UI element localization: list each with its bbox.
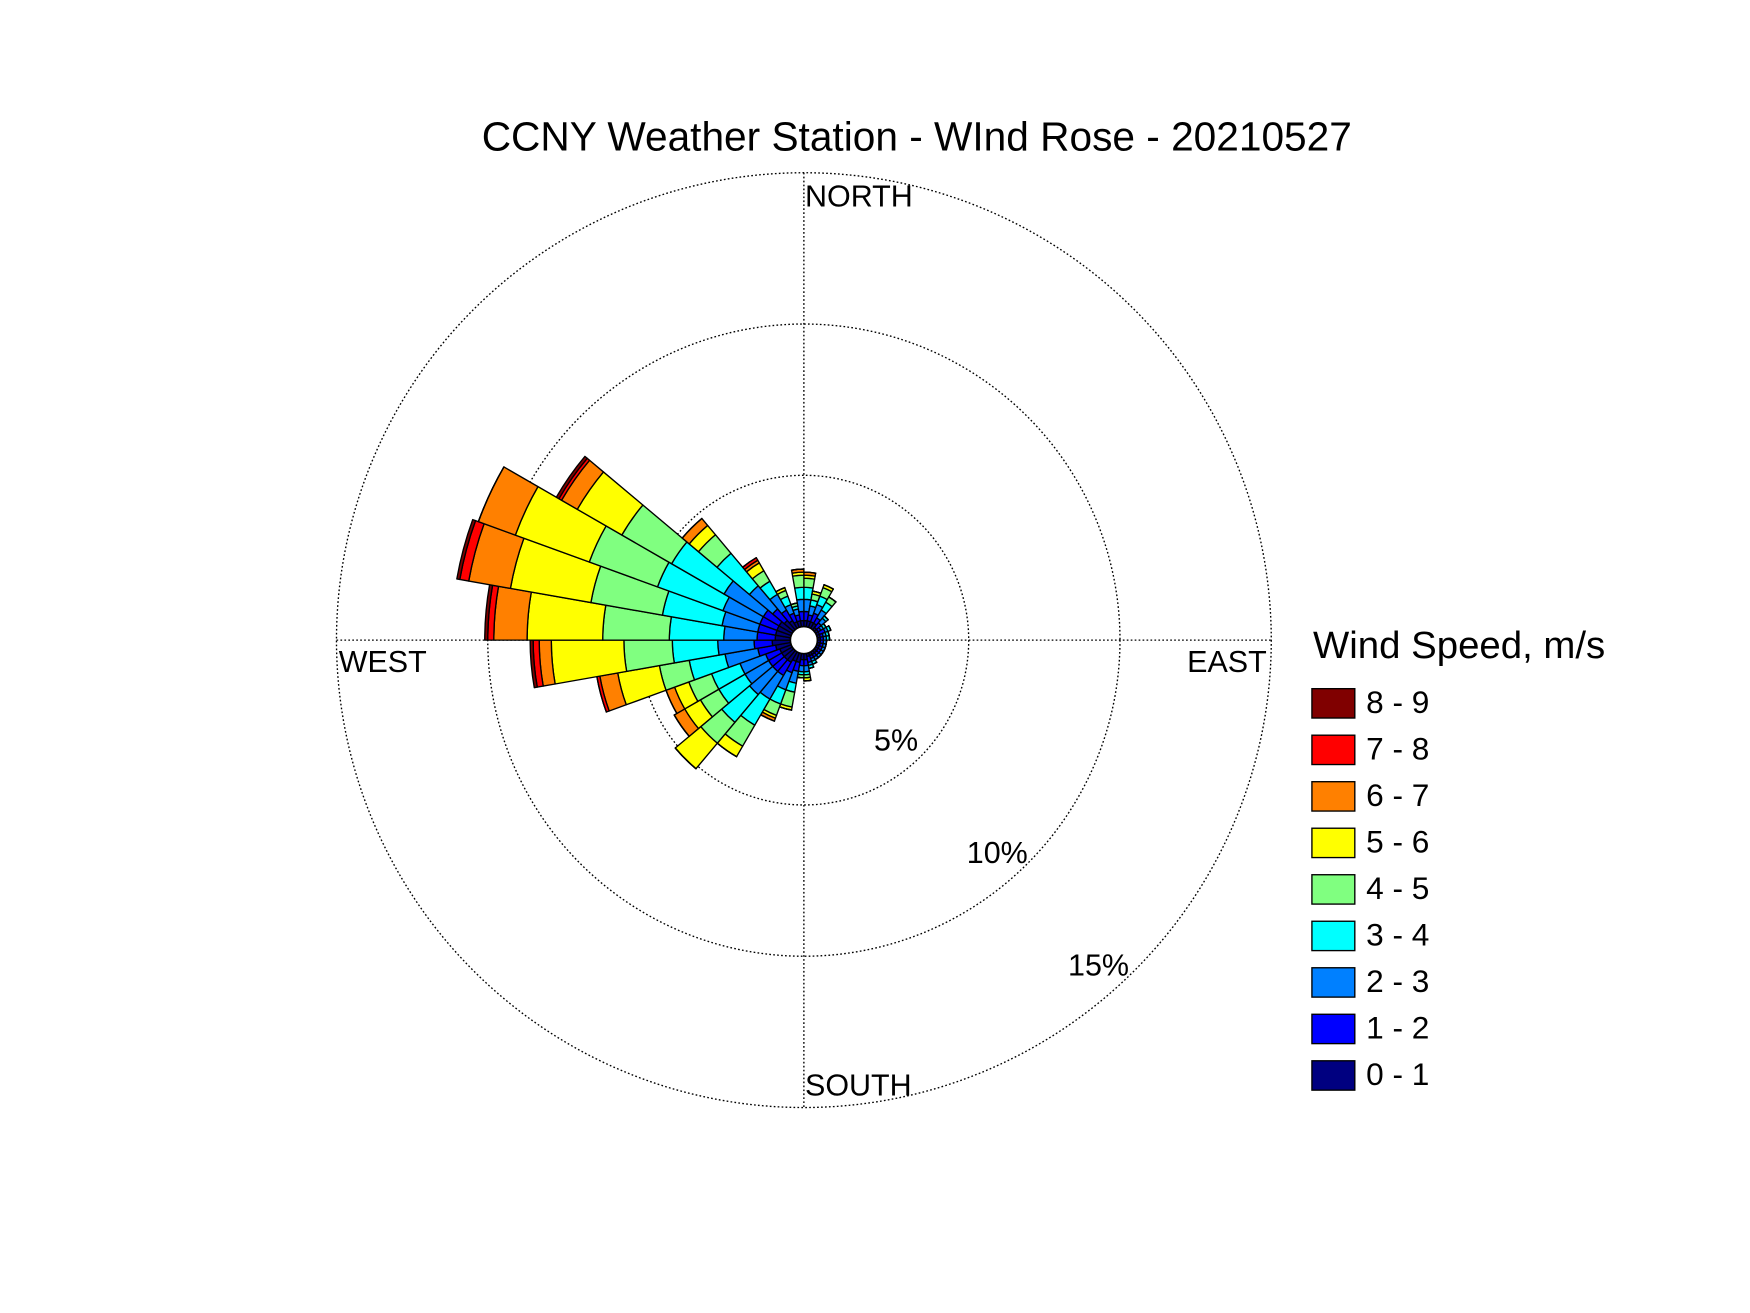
legend-label: 3 - 4 bbox=[1366, 916, 1429, 952]
legend-swatch bbox=[1311, 687, 1356, 719]
legend-swatch bbox=[1311, 827, 1356, 859]
legend-label: 7 - 8 bbox=[1366, 730, 1429, 766]
legend-label: 0 - 1 bbox=[1366, 1056, 1429, 1092]
legend-label: 4 - 5 bbox=[1366, 870, 1429, 906]
legend-label: 6 - 7 bbox=[1366, 777, 1429, 813]
chart-title: CCNY Weather Station - WInd Rose - 20210… bbox=[482, 114, 1352, 160]
wedge-segment bbox=[828, 596, 837, 603]
r-tick-label: 5% bbox=[874, 724, 918, 758]
wedge-segment bbox=[555, 455, 588, 500]
direction-label: SOUTH bbox=[805, 1068, 912, 1102]
wedge-segment bbox=[674, 747, 697, 770]
wedge-segment bbox=[477, 466, 505, 523]
legend-swatch bbox=[1311, 920, 1356, 952]
legend-title: Wind Speed, m/s bbox=[1313, 624, 1605, 667]
legend-label: 5 - 6 bbox=[1366, 823, 1429, 859]
legend-swatch bbox=[1311, 874, 1356, 905]
grid-circle bbox=[638, 474, 970, 806]
wedge-segment bbox=[796, 676, 805, 679]
legend-swatch bbox=[1311, 734, 1356, 766]
direction-label: EAST bbox=[1187, 645, 1267, 679]
wedge-segment bbox=[791, 574, 805, 589]
bars bbox=[456, 455, 837, 770]
legend-swatch bbox=[1311, 1060, 1356, 1091]
wedge-segment bbox=[823, 615, 829, 621]
legend-label: 1 - 2 bbox=[1366, 1009, 1429, 1045]
grid-circle bbox=[335, 172, 1272, 1109]
wedge-segment bbox=[823, 584, 835, 590]
wedge-segment bbox=[794, 586, 805, 601]
direction-label: WEST bbox=[339, 645, 427, 679]
wedge-segment bbox=[828, 625, 832, 631]
direction-label: NORTH bbox=[805, 180, 913, 214]
legend-swatch bbox=[1311, 781, 1356, 812]
legend-swatch bbox=[1311, 967, 1356, 998]
wedge-segment bbox=[798, 610, 805, 622]
wedge-segment bbox=[803, 577, 816, 589]
legend-swatch bbox=[1311, 1013, 1356, 1045]
center-hole bbox=[789, 625, 819, 655]
wedge-segment bbox=[741, 556, 757, 568]
legend-label: 8 - 9 bbox=[1366, 684, 1429, 720]
wedge-segment bbox=[790, 568, 805, 571]
r-tick-label: 10% bbox=[967, 836, 1028, 870]
wedge-segment bbox=[681, 517, 703, 539]
legend-label: 2 - 3 bbox=[1366, 963, 1429, 999]
wedge-segment bbox=[803, 571, 817, 574]
wedge-segment bbox=[673, 714, 690, 738]
wedge-segment bbox=[775, 586, 786, 593]
r-tick-label: 15% bbox=[1068, 948, 1129, 982]
wedge-segment bbox=[493, 585, 532, 641]
wedge-segment bbox=[803, 679, 812, 682]
wedge-segment bbox=[456, 518, 477, 581]
labels: CCNY Weather Station - WInd Rose - 20210… bbox=[339, 114, 1606, 1103]
legend: 0 - 1 1 - 2 2 - 3 3 - 4 4 - 5 5 - 6 6 - 7 7 - 8… bbox=[1311, 684, 1429, 1092]
